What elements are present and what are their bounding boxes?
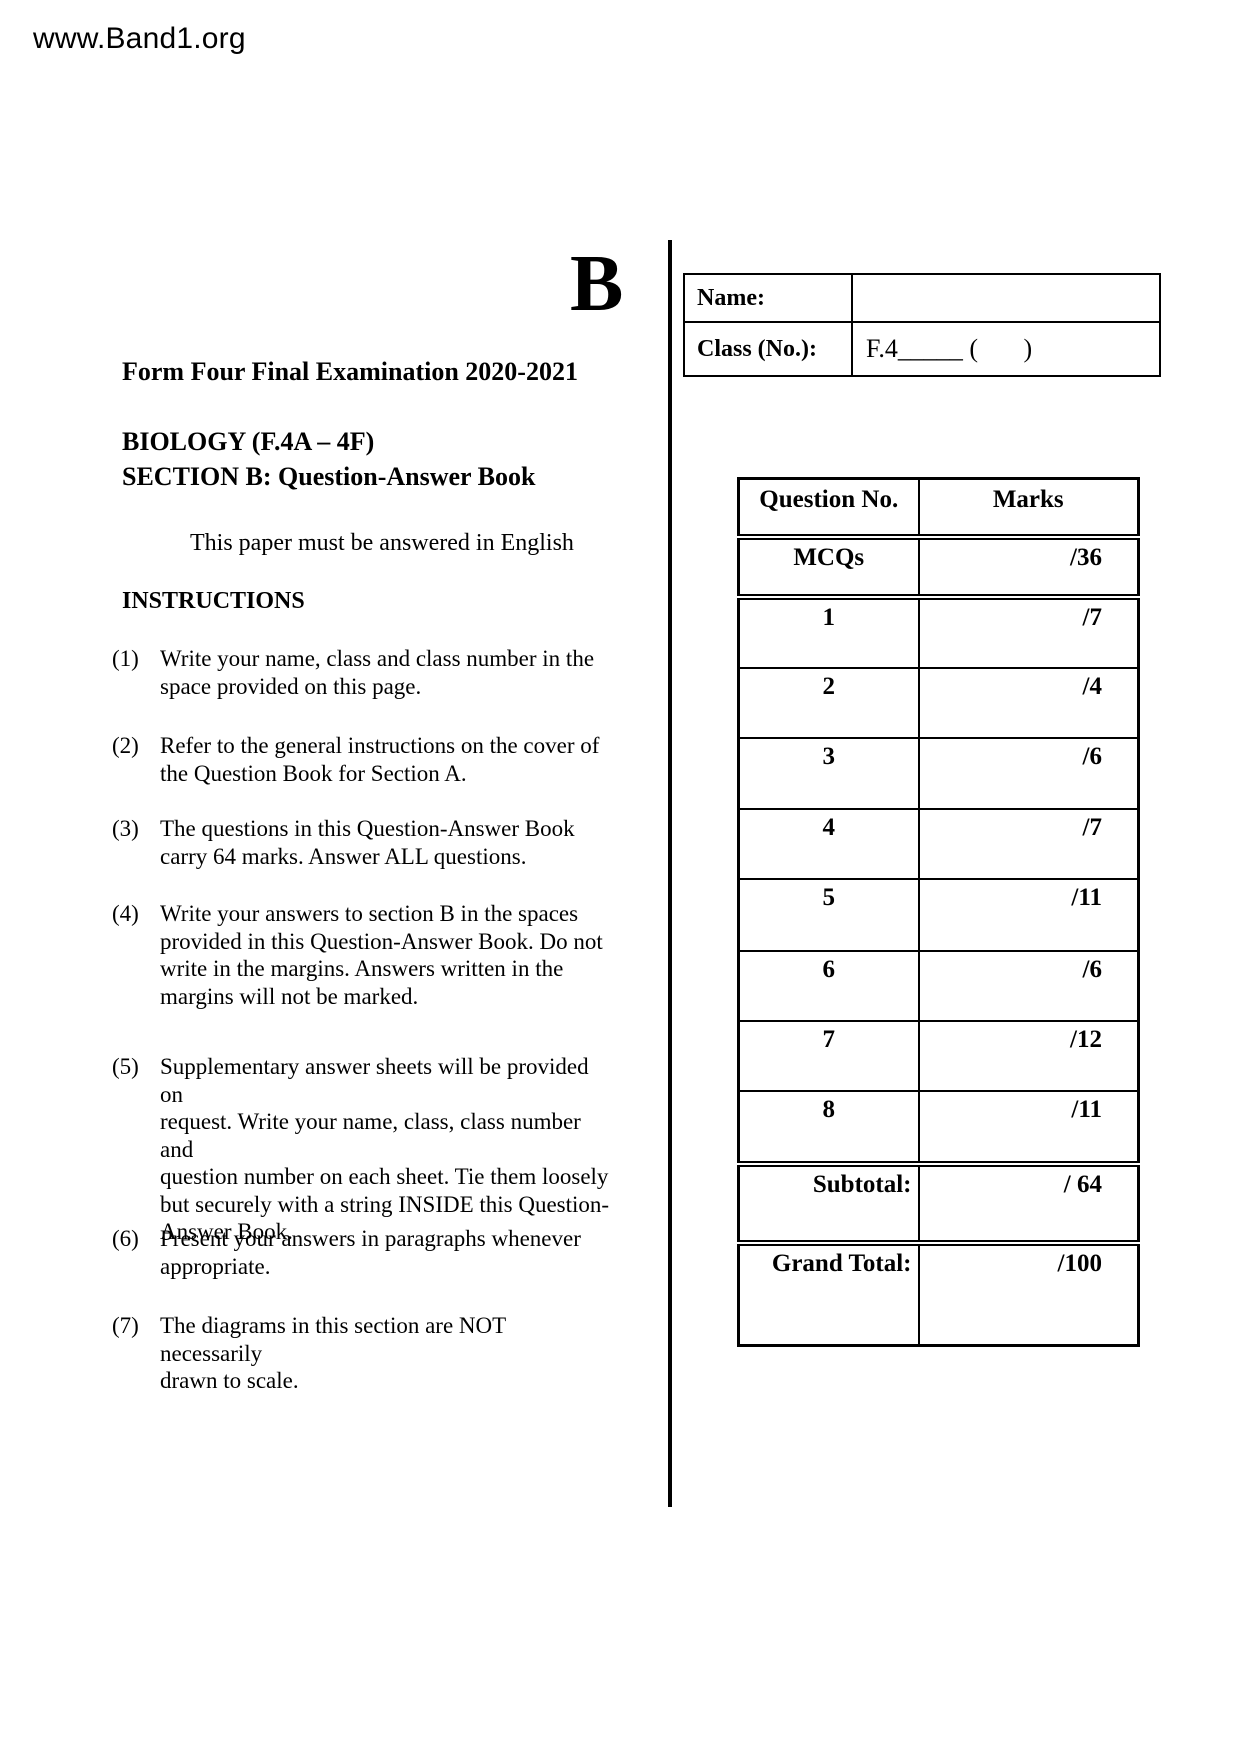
question-no-header: Question No.	[737, 477, 920, 538]
instruction-text: The diagrams in this section are NOT nec…	[160, 1313, 506, 1393]
instruction-item-6: (6) Present your answers in paragraphs w…	[112, 1225, 612, 1280]
marks-row-mcqs: MCQs /36	[737, 533, 1140, 598]
question-no-cell: 2	[737, 666, 920, 739]
instruction-number: (6)	[112, 1226, 139, 1251]
instruction-text: Supplementary answer sheets will be prov…	[160, 1054, 610, 1244]
instruction-number: (2)	[112, 733, 139, 758]
watermark-text: www.Band1.org	[33, 22, 246, 55]
question-no-cell: 4	[737, 807, 920, 880]
exam-title: Form Four Final Examination 2020-2021	[122, 357, 578, 386]
marks-row-2: 2 /4	[737, 666, 1140, 739]
language-note: This paper must be answered in English	[190, 530, 574, 556]
marks-row-4: 4 /7	[737, 807, 1140, 880]
instruction-item-7: (7) The diagrams in this section are NOT…	[112, 1312, 612, 1395]
marks-row-subtotal: Subtotal: / 64	[737, 1160, 1140, 1244]
grand-total-label: Grand Total:	[737, 1239, 920, 1347]
subject-title: BIOLOGY (F.4A – 4F)	[122, 427, 375, 456]
marks-cell: /4	[917, 666, 1140, 739]
name-class-table: Name: Class (No.): F.4_____ ( )	[683, 273, 1161, 377]
grand-total-marks: /100	[917, 1239, 1140, 1347]
marks-row-3: 3 /6	[737, 736, 1140, 810]
instruction-text: Write your name, class and class number …	[160, 646, 595, 699]
instruction-text: The questions in this Question-Answer Bo…	[160, 816, 575, 869]
subtotal-marks: / 64	[917, 1160, 1140, 1244]
instruction-item-4: (4) Write your answers to section B in t…	[112, 900, 612, 1010]
name-row: Name:	[683, 273, 1161, 323]
marks-row-7: 7 /12	[737, 1019, 1140, 1092]
instruction-item-2: (2) Refer to the general instructions on…	[112, 732, 612, 787]
question-no-cell: 6	[737, 949, 920, 1022]
marks-header: Marks	[917, 477, 1140, 538]
instruction-item-3: (3) The questions in this Question-Answe…	[112, 815, 612, 870]
instruction-text: Write your answers to section B in the s…	[160, 901, 603, 1009]
class-label: Class (No.):	[683, 321, 853, 377]
question-no-cell: 1	[737, 593, 920, 669]
instruction-text: Present your answers in paragraphs whene…	[160, 1226, 581, 1279]
marks-cell: /12	[917, 1019, 1140, 1092]
marks-cell: /36	[917, 533, 1140, 598]
instructions-heading: INSTRUCTIONS	[122, 588, 305, 614]
marks-cell: /6	[917, 736, 1140, 810]
instruction-text: Refer to the general instructions on the…	[160, 733, 600, 786]
instruction-number: (3)	[112, 816, 139, 841]
subtotal-label: Subtotal:	[737, 1160, 920, 1244]
question-no-cell: 3	[737, 736, 920, 810]
question-no-cell: 8	[737, 1089, 920, 1165]
marks-cell: /6	[917, 949, 1140, 1022]
question-no-cell: MCQs	[737, 533, 920, 598]
instruction-item-1: (1) Write your name, class and class num…	[112, 645, 612, 700]
marks-row-8: 8 /11	[737, 1089, 1140, 1165]
marks-table: Question No. Marks MCQs /36 1 /7 2 /4 3 …	[737, 477, 1140, 1347]
vertical-divider	[668, 240, 672, 1507]
marks-cell: /7	[917, 807, 1140, 880]
marks-cell: /11	[917, 877, 1140, 952]
section-title: SECTION B: Question-Answer Book	[122, 462, 536, 491]
name-value-field	[851, 273, 1161, 323]
instruction-number: (4)	[112, 901, 139, 926]
marks-header-row: Question No. Marks	[737, 477, 1140, 538]
marks-row-6: 6 /6	[737, 949, 1140, 1022]
marks-row-grand-total: Grand Total: /100	[737, 1239, 1140, 1347]
marks-cell: /11	[917, 1089, 1140, 1165]
instruction-number: (7)	[112, 1313, 139, 1338]
class-row: Class (No.): F.4_____ ( )	[683, 321, 1161, 377]
section-letter-b: B	[570, 240, 624, 328]
class-value-field: F.4_____ ( )	[851, 321, 1161, 377]
marks-cell: /7	[917, 593, 1140, 669]
name-label: Name:	[683, 273, 853, 323]
question-no-cell: 5	[737, 877, 920, 952]
instruction-item-5: (5) Supplementary answer sheets will be …	[112, 1053, 612, 1246]
instruction-number: (5)	[112, 1054, 139, 1079]
marks-row-5: 5 /11	[737, 877, 1140, 952]
marks-row-1: 1 /7	[737, 593, 1140, 669]
question-no-cell: 7	[737, 1019, 920, 1092]
instruction-number: (1)	[112, 646, 139, 671]
